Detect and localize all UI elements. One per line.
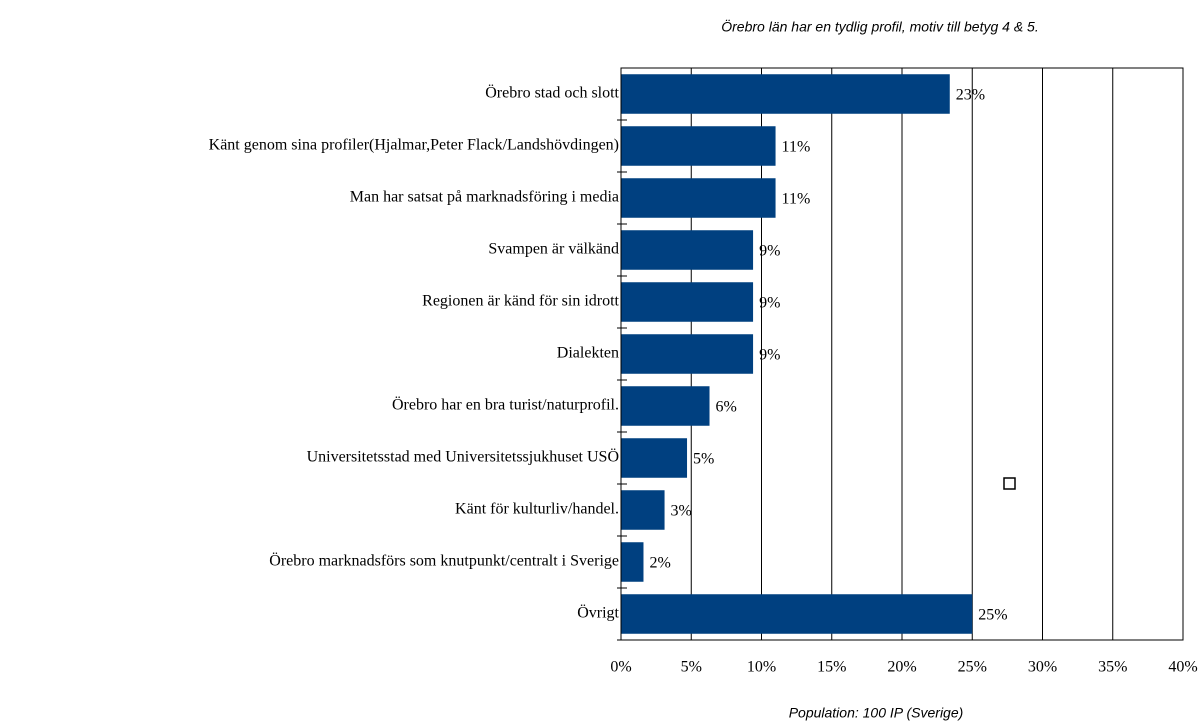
data-label: 23% <box>956 87 985 104</box>
y-tick-label: Svampen är välkänd <box>488 241 619 258</box>
y-tick-label: Man har satsat på marknadsföring i media <box>350 189 619 206</box>
bar <box>621 490 665 530</box>
data-label: 11% <box>782 191 811 208</box>
chart-title: Örebro län har en tydlig profil, motiv t… <box>721 18 1038 35</box>
y-tick-label: Känt för kulturliv/handel. <box>455 501 619 518</box>
data-label: 3% <box>671 503 692 520</box>
bar <box>621 74 950 114</box>
data-label: 9% <box>759 243 780 260</box>
x-tick-label: 30% <box>1028 659 1057 676</box>
footnote: Population: 100 IP (Sverige) <box>789 705 964 721</box>
y-tick-label: Örebro har en bra turist/naturprofil. <box>392 396 619 414</box>
y-tick-label: Övrigt <box>577 604 619 622</box>
x-tick-label: 35% <box>1098 659 1127 676</box>
bar <box>621 230 754 270</box>
data-label: 5% <box>693 451 714 468</box>
bar <box>621 594 973 634</box>
data-label: 11% <box>782 139 811 156</box>
data-label: 9% <box>759 347 780 364</box>
x-tick-label: 25% <box>958 659 987 676</box>
x-tick-label: 20% <box>887 659 916 676</box>
y-tick-label: Regionen är känd för sin idrott <box>422 293 619 310</box>
bar <box>621 282 754 322</box>
y-tick-label: Örebro stad och slott <box>485 84 619 102</box>
data-label: 9% <box>759 295 780 312</box>
x-tick-label: 5% <box>681 659 702 676</box>
y-tick-label: Örebro marknadsförs som knutpunkt/centra… <box>269 552 619 570</box>
bar <box>621 126 776 166</box>
bar <box>621 542 644 582</box>
y-tick-label: Dialekten <box>557 345 619 362</box>
bar <box>621 334 754 374</box>
x-tick-label: 10% <box>747 659 776 676</box>
legend-marker <box>1003 477 1016 490</box>
bar <box>621 178 776 218</box>
data-label: 25% <box>978 607 1007 624</box>
x-tick-label: 15% <box>817 659 846 676</box>
data-label: 6% <box>716 399 737 416</box>
bar <box>621 386 710 426</box>
x-tick-label: 0% <box>610 659 631 676</box>
bar <box>621 438 688 478</box>
y-tick-label: Universitetsstad med Universitetssjukhus… <box>307 448 619 466</box>
data-label: 2% <box>649 555 670 572</box>
x-tick-label: 40% <box>1168 659 1197 676</box>
y-tick-label: Känt genom sina profiler(Hjalmar,Peter F… <box>209 137 619 154</box>
plot-border <box>620 67 1184 641</box>
